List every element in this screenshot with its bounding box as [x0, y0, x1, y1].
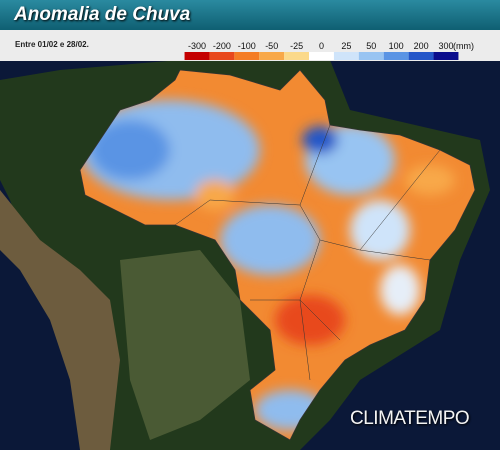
dry-area	[195, 180, 235, 210]
wet-area	[220, 205, 320, 275]
dry-area	[405, 165, 455, 195]
wet-area	[350, 200, 410, 260]
wet-area	[380, 265, 420, 315]
legend-label: -50	[265, 41, 278, 51]
legend-label: -25	[290, 41, 303, 51]
period: Entre 01/02 e 28/02.	[15, 40, 89, 49]
andes	[0, 190, 120, 450]
legend-label: -100	[238, 41, 256, 51]
brazil-outline	[79, 69, 476, 441]
legend-swatch	[333, 52, 359, 60]
wet-area	[90, 120, 170, 180]
legend-label: -200	[213, 41, 231, 51]
legend-bar: Entre 01/02 e 28/02. -300 -200 -100 -50 -25 0…	[0, 30, 500, 61]
title: Anomalia de Chuva	[14, 4, 191, 25]
wet-area	[302, 126, 338, 154]
legend: -300 -200 -100 -50 -25 0 25 50 100 200 300 (mm)	[184, 41, 474, 60]
legend-swatch	[184, 52, 210, 60]
legend-label: 50	[366, 41, 376, 51]
plains	[120, 250, 250, 440]
legend-label: 25	[341, 41, 351, 51]
legend-swatch	[259, 52, 285, 60]
legend-label: 200	[414, 41, 429, 51]
legend-swatch	[383, 52, 409, 60]
legend-label: 300	[438, 41, 453, 51]
legend-swatch	[309, 52, 334, 60]
legend-swatch	[234, 52, 260, 60]
legend-swatch	[284, 52, 310, 60]
legend-unit: (mm)	[453, 41, 474, 51]
legend-label: 100	[389, 41, 404, 51]
state-borders	[174, 124, 441, 381]
legend-swatch	[408, 52, 434, 60]
title-bar: Anomalia de Chuva	[0, 0, 500, 30]
legend-swatch	[209, 52, 235, 60]
legend-swatch	[358, 52, 384, 60]
dry-area	[275, 295, 345, 345]
legend-swatch	[433, 52, 459, 60]
legend-label: -300	[188, 41, 206, 51]
legend-label: 0	[319, 41, 324, 51]
brand: CLIMATEMPO	[350, 408, 470, 429]
